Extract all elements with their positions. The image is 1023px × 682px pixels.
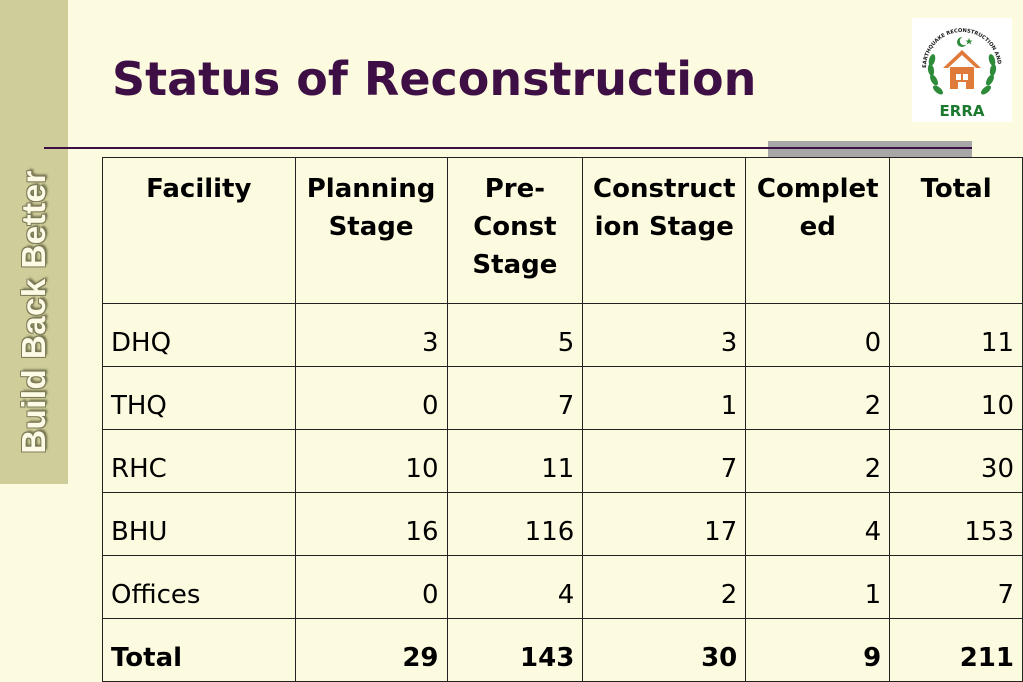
crescent-star-icon [957, 36, 973, 47]
cell-total: 211 [889, 618, 1023, 682]
table-header-row: Facility Planning Stage Pre- Const Stage Co… [102, 157, 1023, 304]
reconstruction-table: Facility Planning Stage Pre- Const Stage Co… [102, 157, 1023, 682]
side-slogan: Build Back Better [15, 170, 52, 454]
cell-facility: Total [102, 618, 296, 682]
col-header-construction-stage: Construct ion Stage [582, 157, 747, 304]
cell-total: 7 [889, 555, 1023, 619]
table-row: DHQ 3 5 3 0 11 [102, 303, 1023, 367]
cell-facility: Offices [102, 555, 296, 619]
cell-pre-const: 116 [446, 492, 584, 556]
page-title: Status of Reconstruction [112, 52, 757, 106]
col-header-completed: Complet ed [745, 157, 891, 304]
cell-total: 11 [889, 303, 1023, 367]
cell-pre-const: 5 [446, 303, 584, 367]
table-row: Offices 0 4 2 1 7 [102, 555, 1023, 619]
cell-pre-const: 4 [446, 555, 584, 619]
cell-construction: 17 [582, 492, 747, 556]
cell-planning: 0 [294, 555, 448, 619]
cell-planning: 3 [294, 303, 448, 367]
cell-facility: DHQ [102, 303, 296, 367]
col-header-facility: Facility [102, 157, 296, 304]
cell-pre-const: 11 [446, 429, 584, 493]
cell-pre-const: 143 [446, 618, 584, 682]
svg-text:EARTHQUAKE RECONSTRUCTION AND: EARTHQUAKE RECONSTRUCTION AND REHABILITA… [912, 18, 1002, 68]
table-row: RHC 10 11 7 2 30 [102, 429, 1023, 493]
divider-accent [768, 141, 972, 157]
table-row: THQ 0 7 1 2 10 [102, 366, 1023, 430]
cell-facility: RHC [102, 429, 296, 493]
col-header-planning-stage: Planning Stage [294, 157, 448, 304]
table-total-row: Total 29 143 30 9 211 [102, 618, 1023, 682]
cell-construction: 2 [582, 555, 747, 619]
house-icon [943, 50, 981, 89]
table-row: BHU 16 116 17 4 153 [102, 492, 1023, 556]
cell-construction: 3 [582, 303, 747, 367]
cell-total: 153 [889, 492, 1023, 556]
cell-planning: 0 [294, 366, 448, 430]
cell-planning: 10 [294, 429, 448, 493]
cell-total: 10 [889, 366, 1023, 430]
logo-arc-text: EARTHQUAKE RECONSTRUCTION AND REHABILITA… [909, 14, 1002, 68]
col-header-pre-const-stage: Pre- Const Stage [446, 157, 584, 304]
cell-facility: BHU [102, 492, 296, 556]
col-header-total: Total [889, 157, 1023, 304]
cell-completed: 4 [745, 492, 891, 556]
cell-planning: 16 [294, 492, 448, 556]
cell-construction: 30 [582, 618, 747, 682]
cell-pre-const: 7 [446, 366, 584, 430]
cell-completed: 9 [745, 618, 891, 682]
cell-construction: 7 [582, 429, 747, 493]
logo-label: ERRA [940, 102, 985, 120]
cell-facility: THQ [102, 366, 296, 430]
cell-construction: 1 [582, 366, 747, 430]
cell-completed: 1 [745, 555, 891, 619]
wreath-icon [927, 54, 997, 95]
erra-logo: EARTHQUAKE RECONSTRUCTION AND REHABILITA… [909, 14, 1012, 122]
title-divider [44, 147, 972, 149]
cell-completed: 2 [745, 429, 891, 493]
cell-completed: 2 [745, 366, 891, 430]
cell-total: 30 [889, 429, 1023, 493]
cell-completed: 0 [745, 303, 891, 367]
cell-planning: 29 [294, 618, 448, 682]
side-band: Build Back Better [0, 0, 68, 484]
